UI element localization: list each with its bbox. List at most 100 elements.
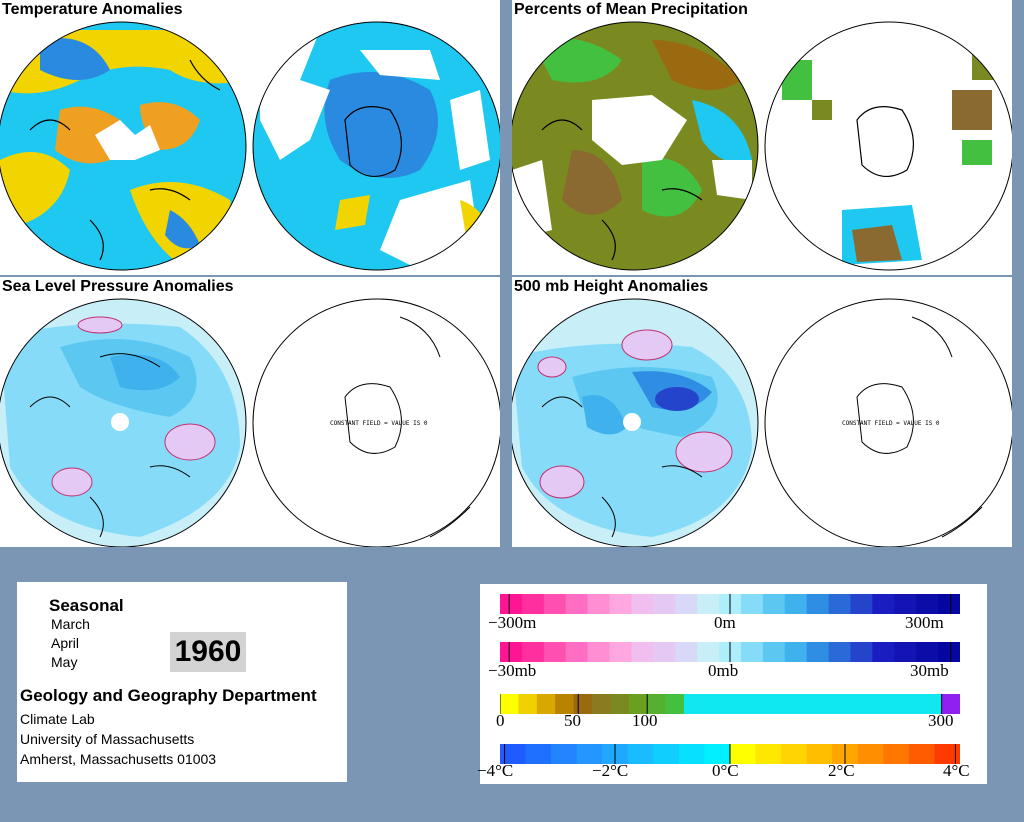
seasonal-label: Seasonal [49, 596, 124, 615]
color-swatch [521, 594, 545, 614]
color-swatch [857, 744, 884, 764]
color-swatch [609, 642, 633, 662]
color-swatch [536, 694, 556, 714]
color-swatch [886, 694, 906, 714]
slp-color-bar [500, 642, 960, 662]
color-swatch [831, 694, 851, 714]
precip-label-50: 50 [564, 711, 581, 730]
color-swatch [812, 694, 832, 714]
color-swatch [850, 594, 873, 614]
slp-label-max: 30mb [910, 661, 949, 680]
color-swatch [720, 694, 740, 714]
color-swatch [755, 744, 782, 764]
color-swatch [631, 594, 654, 614]
precip-label-0: 0 [496, 711, 505, 730]
color-swatch [740, 642, 764, 662]
slp-panel: Sea Level Pressure Anomalies CONSTANT FI… [0, 277, 500, 547]
color-swatch [730, 744, 757, 764]
color-swatch [740, 594, 764, 614]
temperature-panel: Temperature Anomalies [0, 0, 500, 275]
height-label-zero: 0m [714, 613, 736, 632]
slp-north-hemisphere [0, 299, 246, 547]
address-line-2: University of Massachusetts [20, 731, 195, 747]
color-swatch [653, 642, 676, 662]
temp-color-bar [500, 744, 960, 764]
month-april: April [51, 635, 80, 651]
color-swatch [908, 744, 936, 764]
color-swatch [587, 594, 611, 614]
color-swatch [850, 642, 873, 662]
color-swatch [916, 642, 939, 662]
color-swatch [883, 744, 910, 764]
color-swatch [675, 642, 698, 662]
height-panel: 500 mb Height Anomalies CONSTANT FIELD =… [512, 277, 1012, 547]
color-swatch [525, 744, 552, 764]
color-swatch [587, 642, 611, 662]
color-swatch [868, 694, 887, 714]
precipitation-panel: Percents of Mean Precipitation [512, 0, 1012, 275]
height-color-bar [500, 594, 960, 614]
precip-color-bar [500, 694, 960, 714]
color-swatch [521, 642, 545, 662]
precipitation-north-hemisphere [512, 22, 758, 270]
color-swatch [665, 694, 685, 714]
color-swatch [938, 642, 960, 662]
color-swatch [828, 642, 852, 662]
address-line-3: Amherst, Massachusetts 01003 [20, 751, 217, 767]
color-swatch [784, 642, 808, 662]
color-swatch [610, 694, 630, 714]
color-swatch [762, 642, 786, 662]
color-swatch [923, 694, 943, 714]
color-swatch [697, 642, 720, 662]
color-swatch [576, 744, 603, 764]
height-map [512, 298, 1012, 547]
precipitation-map [512, 21, 1012, 271]
color-swatch [702, 694, 722, 714]
slp-map [0, 298, 500, 547]
address-line-1: Climate Lab [20, 711, 95, 727]
temperature-title: Temperature Anomalies [0, 0, 185, 20]
department-name: Geology and Geography Department [20, 686, 317, 705]
color-swatch [784, 594, 808, 614]
color-swatch [565, 594, 589, 614]
legend-box: −300m 0m 300m −30mb 0mb 30mb 0 50 100 30… [477, 584, 987, 784]
color-swatch [806, 594, 830, 614]
color-swatch [697, 594, 720, 614]
color-swatch [934, 744, 960, 764]
color-swatch [794, 694, 814, 714]
color-swatch [628, 694, 648, 714]
temp-label-plus4: 4°C [943, 761, 970, 780]
color-swatch [565, 642, 589, 662]
color-swatch [781, 744, 808, 764]
color-swatch [631, 642, 654, 662]
color-swatch [757, 694, 777, 714]
precip-label-300: 300 [928, 711, 954, 730]
color-swatch [849, 694, 869, 714]
color-swatch [555, 694, 575, 714]
color-swatch [500, 642, 523, 662]
temperature-south-hemisphere [253, 22, 500, 270]
color-swatch [592, 694, 611, 714]
color-swatch [941, 694, 960, 714]
slp-label-zero: 0mb [708, 661, 739, 680]
slp-constant-field-label: CONSTANT FIELD = VALUE IS 0 [330, 420, 428, 427]
temperature-north-hemisphere [0, 22, 246, 270]
temperature-map [0, 21, 500, 271]
color-swatch [518, 694, 538, 714]
color-swatch [678, 744, 706, 764]
color-swatch [762, 594, 786, 614]
color-swatch [684, 694, 703, 714]
color-swatch [653, 594, 676, 614]
precip-label-100: 100 [632, 711, 658, 730]
info-box: Seasonal March April May 1960 Geology an… [17, 582, 347, 782]
color-swatch [500, 744, 527, 764]
color-swatch [500, 594, 523, 614]
color-swatch [704, 744, 731, 764]
height-north-hemisphere [512, 299, 758, 547]
color-swatch [872, 642, 895, 662]
color-swatch [916, 594, 939, 614]
color-swatch [894, 594, 917, 614]
color-swatch [543, 594, 567, 614]
color-swatch [609, 594, 633, 614]
color-swatch [653, 744, 680, 764]
